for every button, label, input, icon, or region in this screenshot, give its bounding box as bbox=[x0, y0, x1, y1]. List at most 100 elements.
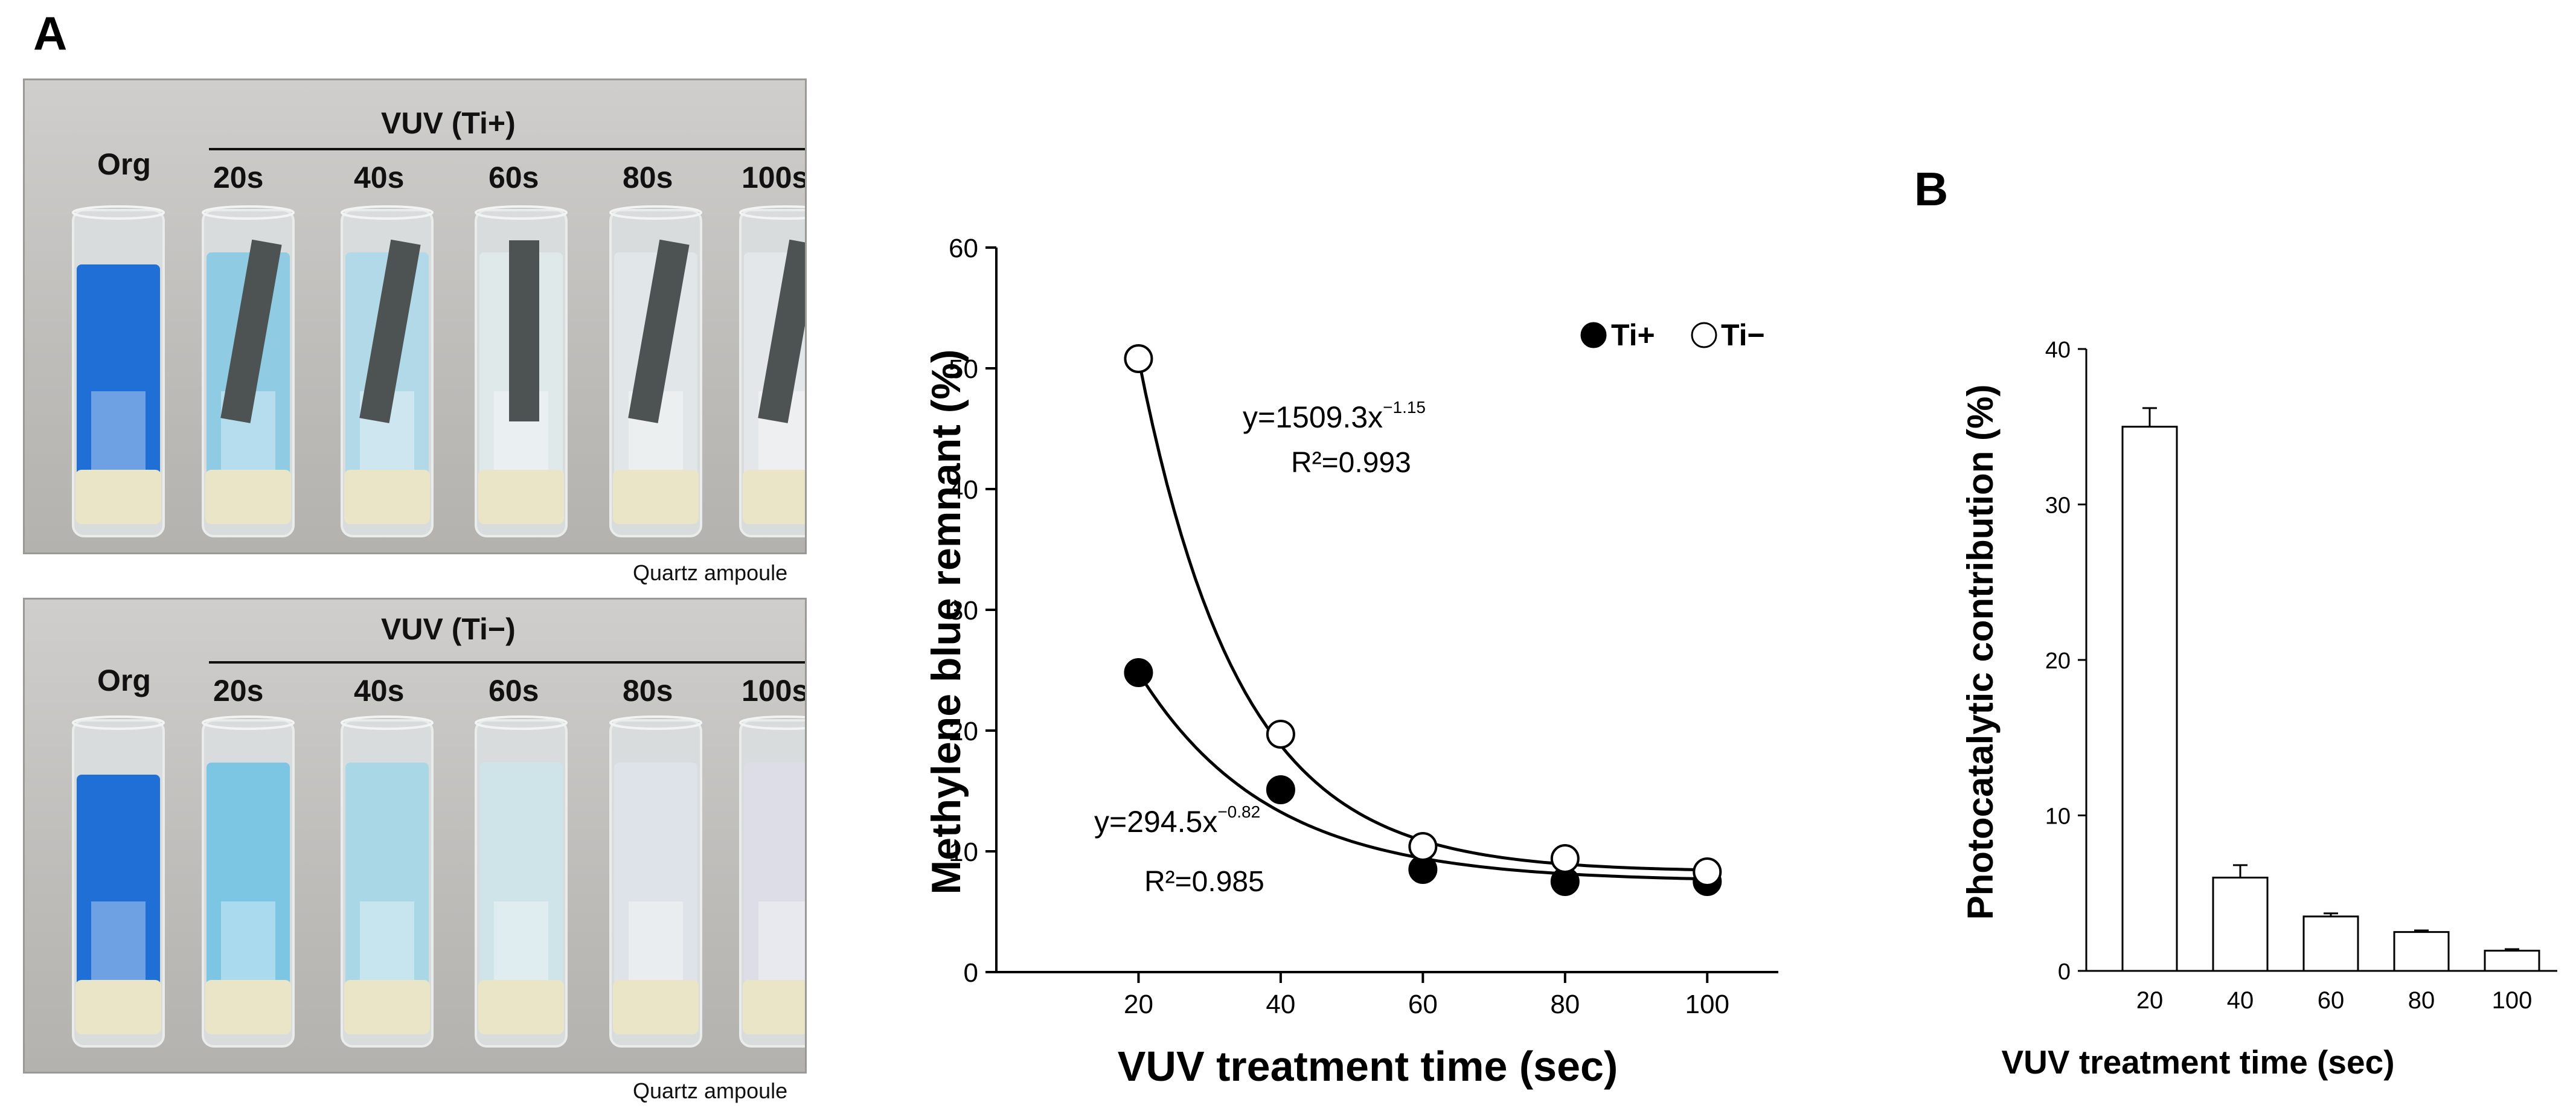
group-label: VUV (Ti+) bbox=[381, 106, 516, 140]
vial-rim bbox=[202, 715, 295, 730]
y-tick-label: 0 bbox=[964, 958, 978, 988]
x-tick-label: 80 bbox=[2408, 987, 2435, 1014]
titanium-plate bbox=[359, 239, 421, 423]
time-label: 80s bbox=[623, 161, 673, 194]
legend-entry-ti-minus: Ti− bbox=[1721, 318, 1765, 352]
vial-control bbox=[72, 715, 165, 1048]
vial-rim bbox=[72, 715, 165, 730]
titanium-plate bbox=[628, 239, 690, 423]
vial-rim bbox=[341, 205, 434, 220]
x-tick-label: 40 bbox=[2227, 987, 2254, 1014]
vial-liquid bbox=[77, 775, 160, 1022]
y-axis-title: Photocatalytic contribution (%) bbox=[1960, 385, 2001, 920]
vial-base bbox=[478, 980, 564, 1034]
y-tick-label: 20 bbox=[2045, 648, 2071, 674]
fit-curve-ti-minus bbox=[1137, 358, 1708, 872]
legend-entry-ti-plus: Ti+ bbox=[1611, 318, 1655, 352]
data-point-ti-minus bbox=[1693, 857, 1722, 886]
vial-rim bbox=[475, 205, 568, 220]
vial bbox=[341, 715, 434, 1048]
x-tick-label: 80 bbox=[1550, 990, 1580, 1019]
y-tick-label: 30 bbox=[949, 596, 978, 626]
vial-rim bbox=[609, 205, 702, 220]
y-tick-label: 10 bbox=[949, 837, 978, 867]
control-label: Org bbox=[97, 147, 151, 181]
vial-base bbox=[75, 980, 161, 1034]
vial-rim bbox=[739, 715, 805, 730]
x-tick-label: 40 bbox=[1266, 990, 1295, 1019]
data-point-ti-minus bbox=[1550, 844, 1580, 873]
time-label: 100s bbox=[742, 674, 807, 708]
time-label: 20s bbox=[213, 674, 264, 708]
vial-insert bbox=[758, 901, 805, 992]
y-axis-title: Methylene blue remnant (%) bbox=[923, 349, 969, 894]
bar bbox=[2212, 877, 2269, 972]
legend-marker-ti-plus bbox=[1580, 322, 1607, 348]
x-axis-title: VUV treatment time (sec) bbox=[1118, 1043, 1618, 1090]
vial-liquid bbox=[77, 264, 160, 512]
bar bbox=[2302, 915, 2359, 972]
photo-panel-ti-minus: Org VUV (Ti−) 20s 40s 60s 80s 100s bbox=[23, 598, 807, 1074]
vial-base bbox=[613, 980, 699, 1034]
time-label: 20s bbox=[213, 161, 264, 194]
y-tick-label: 50 bbox=[949, 354, 978, 384]
vial-base bbox=[743, 980, 805, 1034]
contribution-chart: 0 10 20 30 40 20 40 60 80 100 VUV treatment time… bbox=[1960, 338, 2557, 1081]
vial bbox=[475, 205, 568, 537]
vial-base bbox=[613, 470, 699, 524]
vial-rim bbox=[202, 205, 295, 220]
panel-b-label: B bbox=[1914, 162, 1949, 216]
vial bbox=[739, 715, 805, 1048]
vial-base bbox=[205, 980, 291, 1034]
legend-marker-ti-minus bbox=[1691, 322, 1717, 348]
vial bbox=[609, 205, 702, 537]
vial-row bbox=[72, 205, 805, 537]
vial-rim bbox=[72, 205, 165, 220]
vial bbox=[341, 205, 434, 537]
bar bbox=[2121, 426, 2178, 972]
vial-base bbox=[205, 470, 291, 524]
vial-base bbox=[344, 980, 430, 1034]
control-label: Org bbox=[97, 664, 151, 697]
data-point-ti-minus bbox=[1408, 832, 1438, 861]
x-tick-label: 100 bbox=[1685, 990, 1729, 1019]
vial-insert bbox=[360, 901, 414, 992]
vial-rim bbox=[739, 205, 805, 220]
vial-base bbox=[75, 470, 161, 524]
vial-liquid bbox=[345, 763, 429, 1010]
photo-caption: Quartz ampoule bbox=[633, 1078, 788, 1103]
panel-a-label: A bbox=[33, 7, 68, 60]
fit-r2-ti-plus: R²=0.985 bbox=[1144, 866, 1264, 898]
x-axis-title: VUV treatment time (sec) bbox=[2001, 1043, 2394, 1081]
data-point-ti-minus bbox=[1124, 344, 1153, 373]
data-point-ti-plus bbox=[1124, 658, 1153, 687]
vial-insert bbox=[91, 391, 146, 482]
vial-rim bbox=[609, 715, 702, 730]
vial-liquid bbox=[479, 763, 563, 1010]
photo-panel-ti-plus: Org VUV (Ti+) 20s 40s 60s 80s 100s bbox=[23, 78, 807, 554]
group-rule bbox=[209, 661, 805, 664]
vial-base bbox=[344, 470, 430, 524]
x-tick-label: 60 bbox=[1408, 990, 1438, 1019]
vial-liquid bbox=[207, 763, 290, 1010]
time-label: 60s bbox=[489, 161, 539, 194]
x-tick-label: 60 bbox=[2318, 987, 2345, 1014]
y-tick-label: 60 bbox=[949, 234, 978, 263]
time-label: 60s bbox=[489, 674, 539, 708]
y-tick-label: 20 bbox=[949, 717, 978, 746]
bar bbox=[2484, 950, 2540, 972]
vial bbox=[202, 205, 295, 537]
time-label: 100s bbox=[742, 161, 807, 194]
vial-base bbox=[743, 470, 805, 524]
time-label: 80s bbox=[623, 674, 673, 708]
y-tick-label: 40 bbox=[949, 475, 978, 505]
time-label: 40s bbox=[354, 161, 405, 194]
y-tick-label: 10 bbox=[2045, 804, 2071, 830]
vial-control bbox=[72, 205, 165, 537]
x-tick-label: 100 bbox=[2492, 987, 2533, 1014]
y-tick-label: 0 bbox=[2058, 959, 2071, 985]
titanium-plate bbox=[220, 239, 282, 423]
vial-rim bbox=[341, 715, 434, 730]
y-tick-label: 40 bbox=[2045, 338, 2071, 363]
